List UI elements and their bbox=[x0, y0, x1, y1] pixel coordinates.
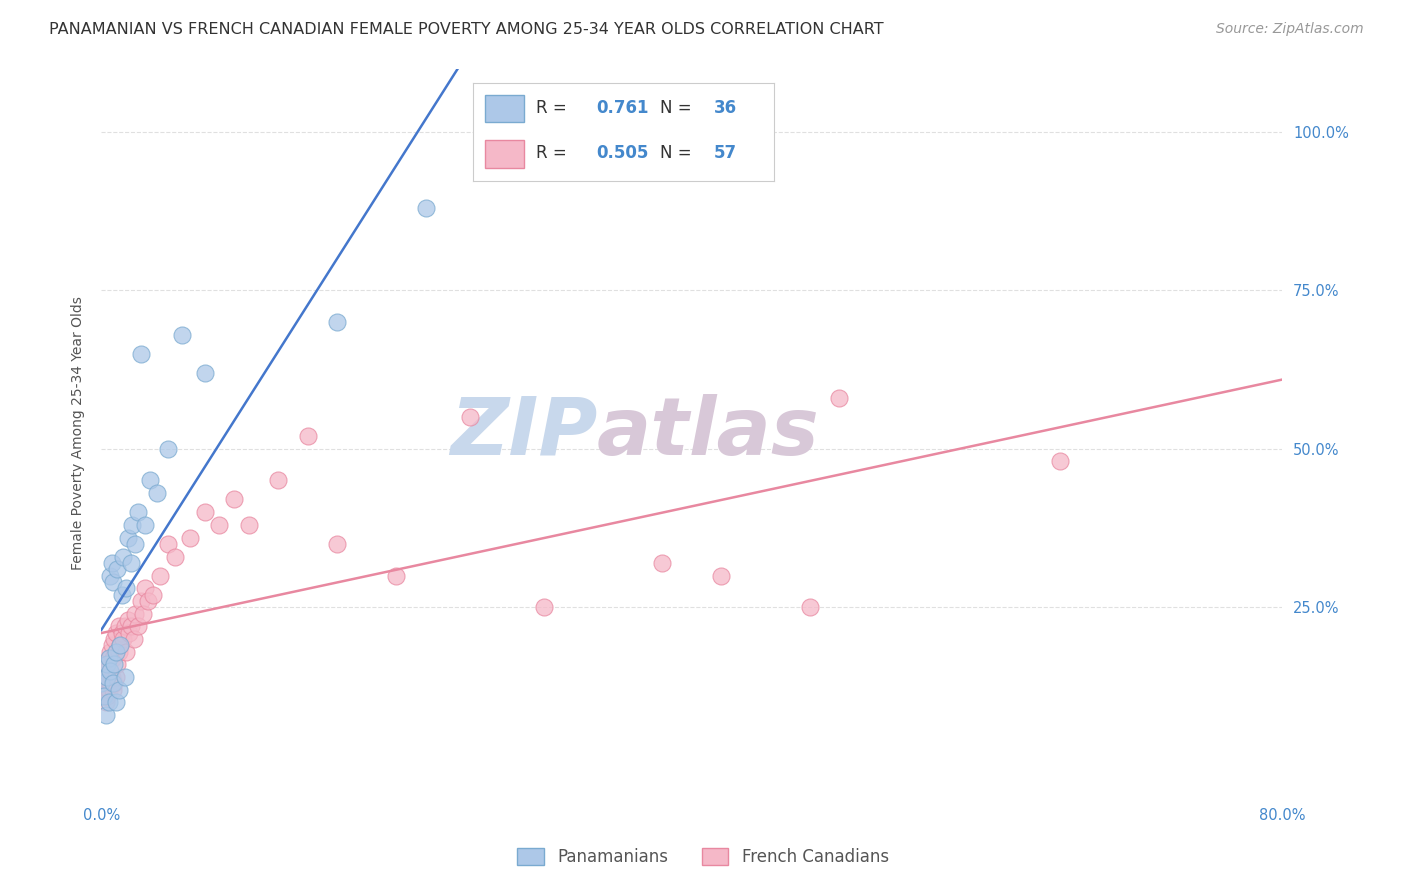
Point bbox=[134, 517, 156, 532]
Point bbox=[98, 676, 121, 690]
Point bbox=[101, 651, 124, 665]
Point bbox=[1049, 454, 1071, 468]
Point bbox=[97, 682, 120, 697]
Point bbox=[208, 517, 231, 532]
Point bbox=[651, 556, 673, 570]
Point bbox=[101, 682, 124, 697]
Point bbox=[134, 581, 156, 595]
Point bbox=[156, 537, 179, 551]
Point bbox=[108, 682, 131, 697]
Point bbox=[90, 676, 112, 690]
Point bbox=[117, 613, 139, 627]
Point bbox=[122, 632, 145, 646]
Point bbox=[149, 568, 172, 582]
Point bbox=[326, 315, 349, 329]
Point bbox=[129, 594, 152, 608]
Text: ZIP: ZIP bbox=[450, 394, 598, 472]
Y-axis label: Female Poverty Among 25-34 Year Olds: Female Poverty Among 25-34 Year Olds bbox=[72, 296, 86, 570]
Point bbox=[101, 574, 124, 589]
Point bbox=[127, 619, 149, 633]
Point bbox=[104, 695, 127, 709]
Point bbox=[100, 638, 122, 652]
Point bbox=[799, 600, 821, 615]
Point bbox=[458, 410, 481, 425]
Point bbox=[91, 689, 114, 703]
Point bbox=[115, 581, 138, 595]
Legend: Panamanians, French Canadians: Panamanians, French Canadians bbox=[509, 840, 897, 875]
Point bbox=[112, 632, 135, 646]
Point bbox=[114, 670, 136, 684]
Point bbox=[94, 664, 117, 678]
Point bbox=[110, 638, 132, 652]
Point bbox=[111, 588, 134, 602]
Point bbox=[117, 531, 139, 545]
Point bbox=[297, 429, 319, 443]
Point bbox=[238, 517, 260, 532]
Point bbox=[111, 625, 134, 640]
Point bbox=[127, 505, 149, 519]
Point bbox=[96, 670, 118, 684]
Point bbox=[110, 638, 132, 652]
Point bbox=[710, 568, 733, 582]
Point bbox=[120, 619, 142, 633]
Point bbox=[100, 556, 122, 570]
Point bbox=[103, 676, 125, 690]
Point bbox=[97, 695, 120, 709]
Point bbox=[104, 644, 127, 658]
Point bbox=[98, 644, 121, 658]
Text: Source: ZipAtlas.com: Source: ZipAtlas.com bbox=[1216, 22, 1364, 37]
Point bbox=[98, 568, 121, 582]
Point bbox=[93, 682, 115, 697]
Point bbox=[267, 474, 290, 488]
Point bbox=[90, 676, 112, 690]
Point bbox=[114, 619, 136, 633]
Point bbox=[415, 201, 437, 215]
Point bbox=[104, 625, 127, 640]
Point bbox=[193, 366, 215, 380]
Point bbox=[326, 537, 349, 551]
Point bbox=[139, 474, 162, 488]
Point bbox=[222, 492, 245, 507]
Text: atlas: atlas bbox=[598, 394, 820, 472]
Point bbox=[156, 442, 179, 456]
Point bbox=[94, 708, 117, 723]
Point bbox=[131, 607, 153, 621]
Point bbox=[385, 568, 408, 582]
Point bbox=[103, 632, 125, 646]
Point bbox=[121, 517, 143, 532]
Point bbox=[97, 651, 120, 665]
Point bbox=[93, 689, 115, 703]
Point bbox=[107, 562, 129, 576]
Point bbox=[124, 607, 146, 621]
Point bbox=[101, 676, 124, 690]
Point bbox=[129, 347, 152, 361]
Point bbox=[193, 505, 215, 519]
Point bbox=[98, 664, 121, 678]
Point bbox=[146, 486, 169, 500]
Point bbox=[108, 619, 131, 633]
Point bbox=[97, 651, 120, 665]
Point bbox=[828, 391, 851, 405]
Point bbox=[115, 644, 138, 658]
Point bbox=[163, 549, 186, 564]
Text: PANAMANIAN VS FRENCH CANADIAN FEMALE POVERTY AMONG 25-34 YEAR OLDS CORRELATION C: PANAMANIAN VS FRENCH CANADIAN FEMALE POV… bbox=[49, 22, 884, 37]
Point bbox=[96, 689, 118, 703]
Point bbox=[124, 537, 146, 551]
Point bbox=[104, 670, 127, 684]
Point bbox=[120, 556, 142, 570]
Point bbox=[172, 327, 194, 342]
Point bbox=[118, 625, 141, 640]
Point bbox=[96, 657, 118, 672]
Point bbox=[108, 644, 131, 658]
Point bbox=[112, 549, 135, 564]
Point bbox=[142, 588, 165, 602]
Point bbox=[100, 670, 122, 684]
Point bbox=[179, 531, 201, 545]
Point bbox=[96, 657, 118, 672]
Point bbox=[94, 695, 117, 709]
Point bbox=[103, 657, 125, 672]
Point bbox=[533, 600, 555, 615]
Point bbox=[138, 594, 160, 608]
Point bbox=[107, 657, 129, 672]
